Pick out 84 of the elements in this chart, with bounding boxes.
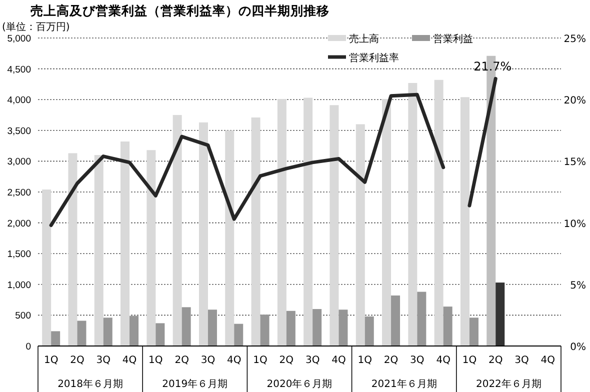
- x-tick-label: 4Q: [540, 355, 556, 366]
- bar: [103, 318, 112, 346]
- x-tick-label: 1Q: [253, 355, 268, 366]
- bar: [277, 98, 286, 346]
- bar: [120, 141, 130, 346]
- y-axis-title: (単位：百万円): [2, 21, 70, 33]
- y-tick-label: 4,000: [7, 95, 31, 106]
- bar: [460, 97, 470, 346]
- text: 2018年６月期: [58, 378, 124, 390]
- x-tick-label: 4Q: [227, 355, 242, 366]
- bar: [434, 80, 444, 346]
- y2-tick-label: 5%: [570, 280, 586, 292]
- x-tick-label: 4Q: [436, 355, 451, 366]
- text: 2021年６月期: [371, 378, 437, 390]
- bar: [68, 153, 78, 346]
- bar: [234, 324, 244, 346]
- bar: [130, 316, 139, 346]
- text: 2020年６月期: [266, 378, 332, 390]
- chart-title: 売上高及び営業利益（営業利益率）の四半期別推移: [30, 3, 330, 18]
- bar: [198, 122, 208, 346]
- y2-tick-label: 15%: [564, 157, 586, 168]
- bar: [330, 105, 339, 346]
- y2-tick-label: 10%: [564, 218, 586, 230]
- bar: [443, 306, 452, 346]
- y-tick-label: 3,000: [7, 156, 31, 168]
- y2-tick-label: 20%: [564, 96, 586, 107]
- bar: [338, 310, 348, 346]
- y-tick-label: 2,000: [7, 218, 31, 230]
- bar: [364, 316, 374, 346]
- x-tick-label: 3Q: [96, 355, 111, 366]
- line-series: [49, 92, 446, 228]
- x-tick-label: 1Q: [462, 355, 477, 366]
- bar: [77, 320, 86, 346]
- x-tick-label: 2Q: [488, 355, 503, 366]
- bar: [172, 115, 182, 346]
- bar: [356, 124, 365, 346]
- y-tick-label: 3,500: [7, 126, 31, 137]
- bar: [382, 98, 392, 346]
- x-tick-label: 2Q: [279, 355, 294, 366]
- bar: [286, 310, 296, 346]
- y-tick-label: 1,500: [7, 249, 31, 260]
- x-tick-label: 1Q: [44, 355, 58, 366]
- bar: [156, 323, 165, 346]
- bar: [260, 314, 270, 346]
- bar: [496, 282, 505, 346]
- bar: [304, 98, 313, 346]
- legend-label: 営業利益率: [349, 52, 399, 64]
- y-tick-label: 5,000: [7, 34, 31, 44]
- bar: [42, 190, 52, 346]
- bar: [391, 295, 400, 346]
- bar: [469, 318, 478, 346]
- x-tick-label: 1Q: [148, 355, 163, 366]
- bar: [51, 331, 60, 346]
- bar: [417, 292, 426, 346]
- y2-tick-label: 25%: [564, 34, 586, 45]
- y-tick-label: 4,500: [7, 64, 31, 76]
- y-tick-label: 0: [26, 342, 31, 352]
- data-label: 21.7%: [474, 60, 512, 74]
- bar: [146, 150, 156, 346]
- legend-label: 営業利益: [433, 33, 473, 45]
- y-tick-label: 500: [15, 310, 31, 322]
- x-tick-label: 3Q: [200, 355, 216, 366]
- y2-tick-label: 0%: [570, 342, 586, 353]
- x-tick-label: 2Q: [174, 355, 190, 366]
- x-tick-label: 4Q: [122, 355, 137, 366]
- x-tick-label: 2Q: [384, 355, 398, 366]
- bar: [94, 155, 104, 346]
- x-tick-label: 3Q: [410, 355, 424, 366]
- bar: [225, 130, 234, 346]
- bar: [312, 309, 322, 346]
- x-tick-label: 3Q: [305, 355, 320, 366]
- x-tick-label: 1Q: [358, 355, 372, 366]
- y-tick-label: 1,000: [7, 280, 31, 291]
- bar: [182, 307, 191, 346]
- x-tick-label: 4Q: [332, 355, 346, 366]
- y-tick-label: 2,500: [7, 188, 31, 198]
- bar: [208, 310, 217, 346]
- x-tick-label: 3Q: [514, 355, 530, 366]
- bar: [251, 117, 260, 346]
- text: 2019年６月期: [162, 378, 228, 390]
- bar: [408, 82, 418, 346]
- text: 2022年６月期: [476, 378, 542, 390]
- legend-label: 売上高: [349, 33, 379, 45]
- x-tick-label: 2Q: [70, 355, 84, 366]
